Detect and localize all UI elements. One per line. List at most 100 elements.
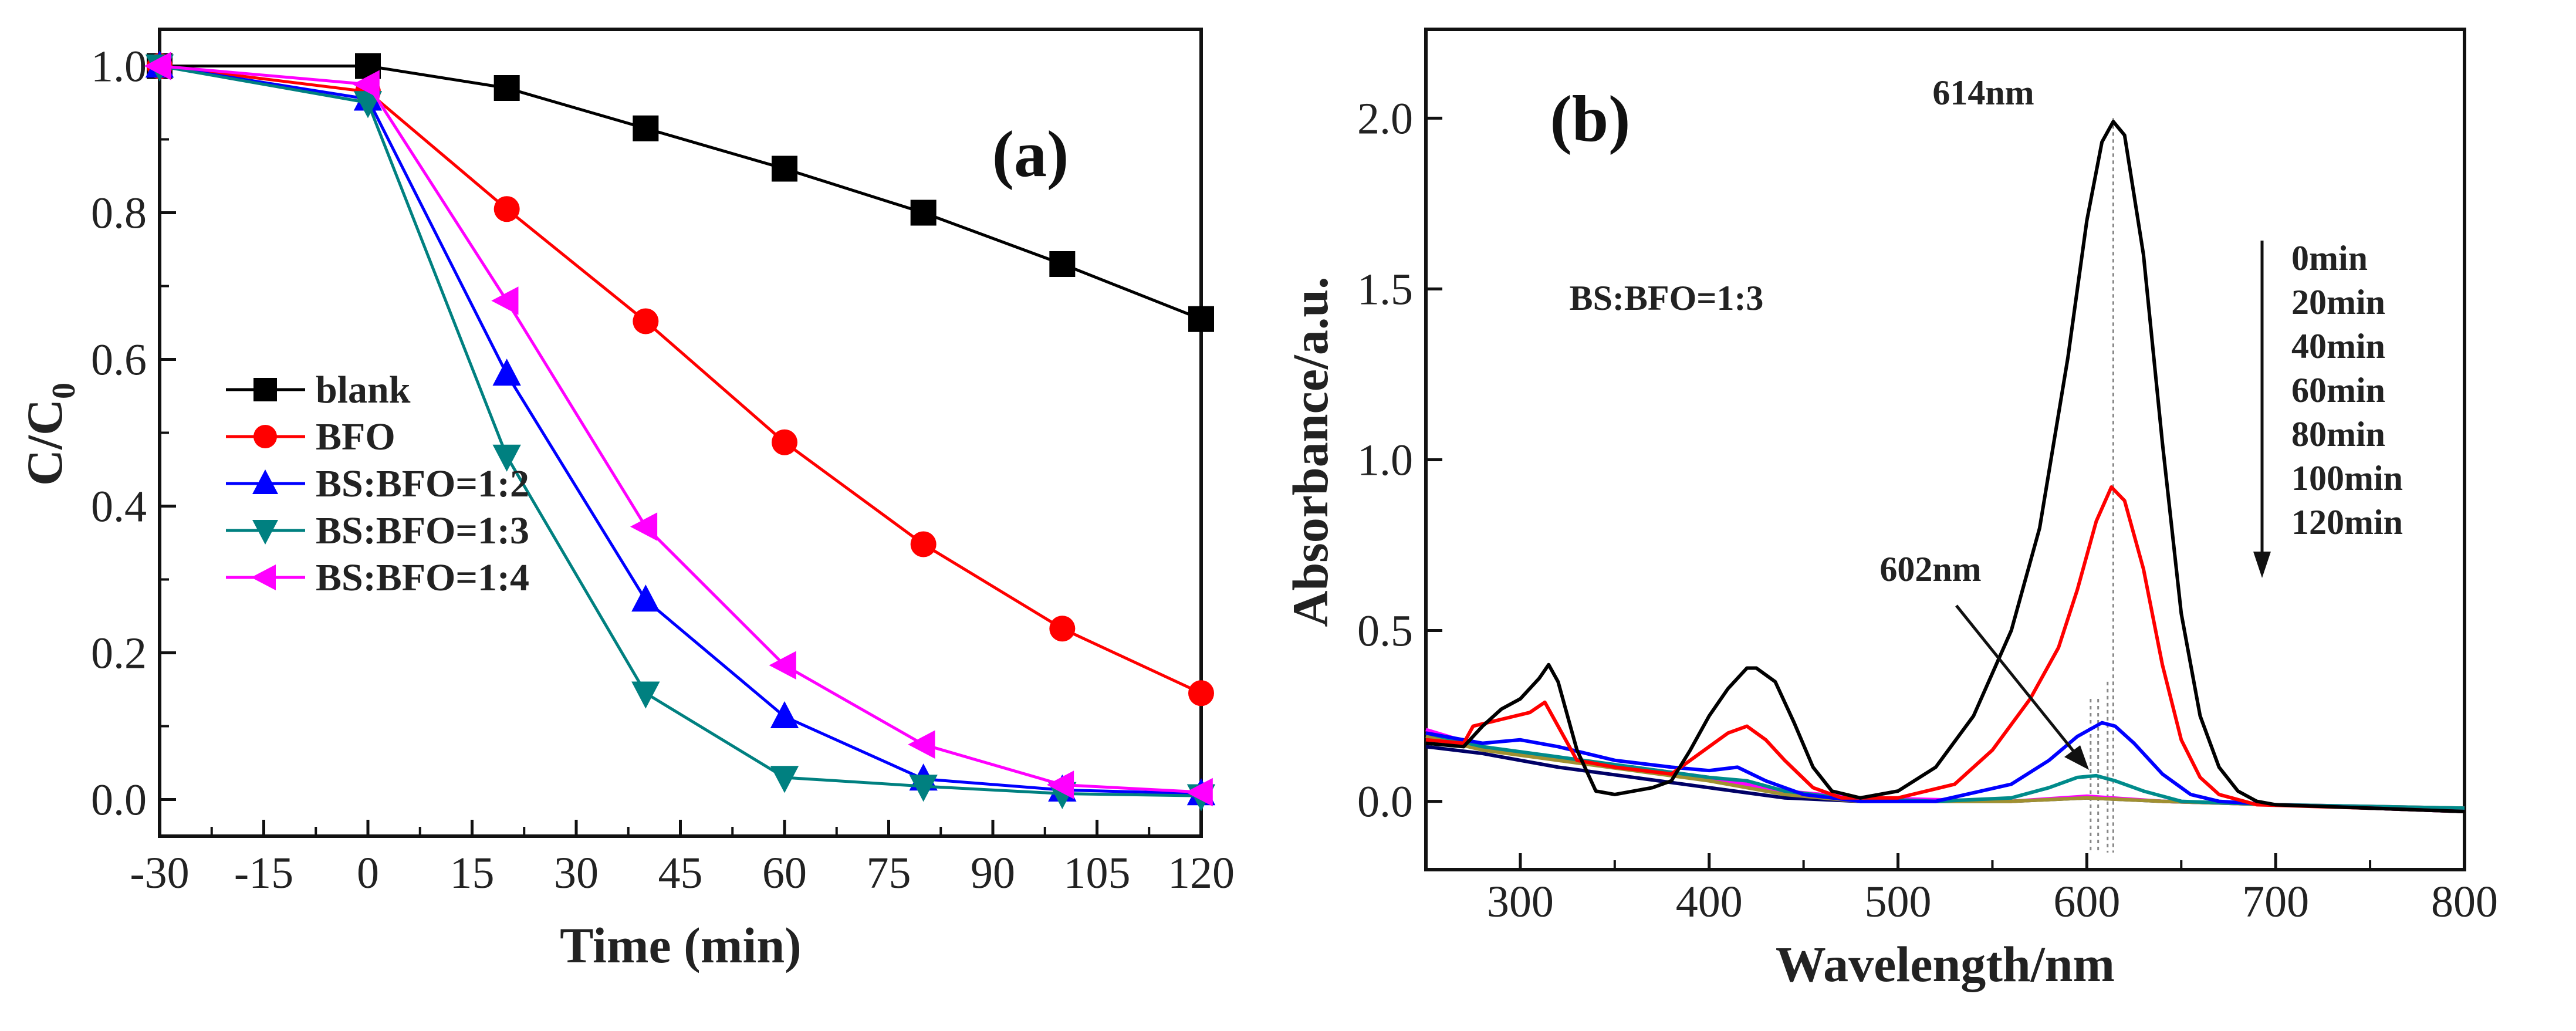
y-tick-label: 1.0 (91, 42, 147, 92)
data-point-square (772, 156, 797, 182)
panel-b: (b) Wavelength/nm Absorbance/a.u. 300 400… (1282, 28, 2498, 992)
y-tick-label: 1.5 (1357, 265, 1413, 314)
data-point-square (253, 378, 277, 401)
legend-label: BFO (316, 415, 395, 458)
x-tick-label: -30 (130, 849, 189, 898)
time-label: 60min (2291, 371, 2385, 410)
peak-602-label: 602nm (1879, 550, 1981, 589)
panel-b-frame (1424, 28, 2466, 871)
legend-item: blank (226, 369, 411, 411)
series-line (160, 65, 1202, 321)
data-point-square (910, 200, 937, 226)
data-point-triangle-left (491, 286, 519, 315)
data-point-triangle-left (908, 730, 935, 759)
y-tick-label: 0.0 (91, 776, 147, 825)
peak-614-label: 614nm (1932, 73, 2034, 112)
x-tick-label: 120 (1168, 849, 1235, 898)
data-point-triangle-left (1185, 778, 1213, 807)
shift-arrow-head (2064, 745, 2089, 770)
x-tick-label: 90 (971, 849, 1015, 898)
time-arrow-head (2253, 552, 2271, 578)
shift-arrow (1955, 604, 2078, 757)
data-point-triangle-up (770, 701, 799, 729)
y-tick-label: 0.6 (91, 336, 147, 385)
time-label: 0min (2291, 239, 2368, 278)
x-tick-label: 400 (1676, 877, 1743, 927)
data-point-circle (253, 425, 277, 448)
legend-item: BFO (226, 415, 395, 458)
series-blank (147, 53, 1214, 332)
y-tick-label: 0.4 (91, 482, 147, 532)
data-point-circle (1188, 680, 1214, 707)
legend-label: BS:BFO=1:3 (316, 509, 529, 552)
time-label: 80min (2291, 415, 2385, 454)
data-point-triangle-down (492, 444, 521, 472)
panel-b-ylabel: Absorbance/a.u. (1282, 276, 1338, 627)
y-tick-label: 0.8 (91, 189, 147, 238)
data-point-circle (1049, 616, 1076, 642)
panel-b-xlabel: Wavelength/nm (1776, 936, 2115, 992)
y-tick-label: 0.2 (91, 629, 147, 678)
data-point-triangle-down (631, 681, 660, 709)
spectrum-20min (1425, 485, 2465, 814)
x-tick-label: 45 (658, 849, 703, 898)
panel-b-label: (b) (1550, 83, 1631, 156)
data-point-square (633, 115, 659, 141)
y-tick-label: 2.0 (1357, 94, 1413, 143)
x-tick-label: 0 (357, 849, 379, 898)
time-label: 120min (2291, 503, 2403, 542)
ylabel-main: C/C (16, 399, 73, 486)
data-point-triangle-down (252, 520, 278, 545)
time-label: 100min (2291, 459, 2403, 498)
panel-a-ylabel: C/C0 (16, 383, 82, 486)
legend-item: BS:BFO=1:4 (226, 556, 529, 599)
x-tick-label: 500 (1865, 877, 1932, 927)
x-tick-label: -15 (234, 849, 293, 898)
data-point-triangle-left (144, 52, 171, 80)
x-tick-label: 600 (2053, 877, 2120, 927)
spectrum-40min (1425, 721, 2465, 814)
data-point-circle (633, 308, 659, 334)
spectrum-60min (1425, 731, 2465, 810)
legend-label: BS:BFO=1:4 (316, 556, 529, 599)
panel-a: (a) Time (min) C/C0 -30 -15 0 15 30 45 60 75 90 1… (16, 28, 1235, 973)
x-tick-label: 300 (1487, 877, 1554, 927)
legend-item: BS:BFO=1:3 (226, 509, 529, 552)
x-tick-label: 60 (762, 849, 807, 898)
series-line (159, 65, 1202, 795)
series-line (159, 65, 1202, 797)
data-point-square (1049, 251, 1076, 277)
data-point-triangle-left (769, 651, 796, 680)
data-point-triangle-up (252, 469, 278, 494)
x-tick-label: 15 (450, 849, 495, 898)
data-point-circle (910, 531, 937, 557)
panel-a-label: (a) (992, 118, 1069, 191)
time-label: 20min (2291, 283, 2385, 322)
x-tick-label: 75 (867, 849, 911, 898)
x-tick-label: 800 (2431, 877, 2498, 927)
data-point-triangle-up (492, 359, 521, 386)
series-line (159, 65, 1202, 794)
data-point-circle (493, 196, 520, 222)
data-point-circle (772, 429, 797, 455)
x-tick-label: 700 (2242, 877, 2309, 927)
panel-a-xlabel: Time (min) (560, 917, 802, 973)
y-tick-label: 1.0 (1357, 435, 1413, 485)
data-point-triangle-down (909, 775, 938, 802)
y-tick-label: 0.0 (1357, 778, 1413, 827)
legend-label: BS:BFO=1:2 (316, 462, 529, 505)
x-tick-label: 105 (1064, 849, 1131, 898)
data-point-square (493, 75, 520, 101)
legend-item: BS:BFO=1:2 (226, 462, 529, 505)
x-tick-label: 30 (554, 849, 599, 898)
data-point-triangle-down (770, 766, 799, 793)
sample-label: BS:BFO=1:3 (1570, 279, 1764, 317)
legend-label: blank (316, 369, 411, 411)
data-point-triangle-left (1046, 770, 1074, 799)
ylabel-sub: 0 (46, 383, 82, 399)
data-point-triangle-left (352, 70, 380, 99)
data-point-triangle-left (251, 564, 276, 590)
data-point-triangle-left (630, 512, 658, 541)
data-point-square (1188, 306, 1214, 332)
